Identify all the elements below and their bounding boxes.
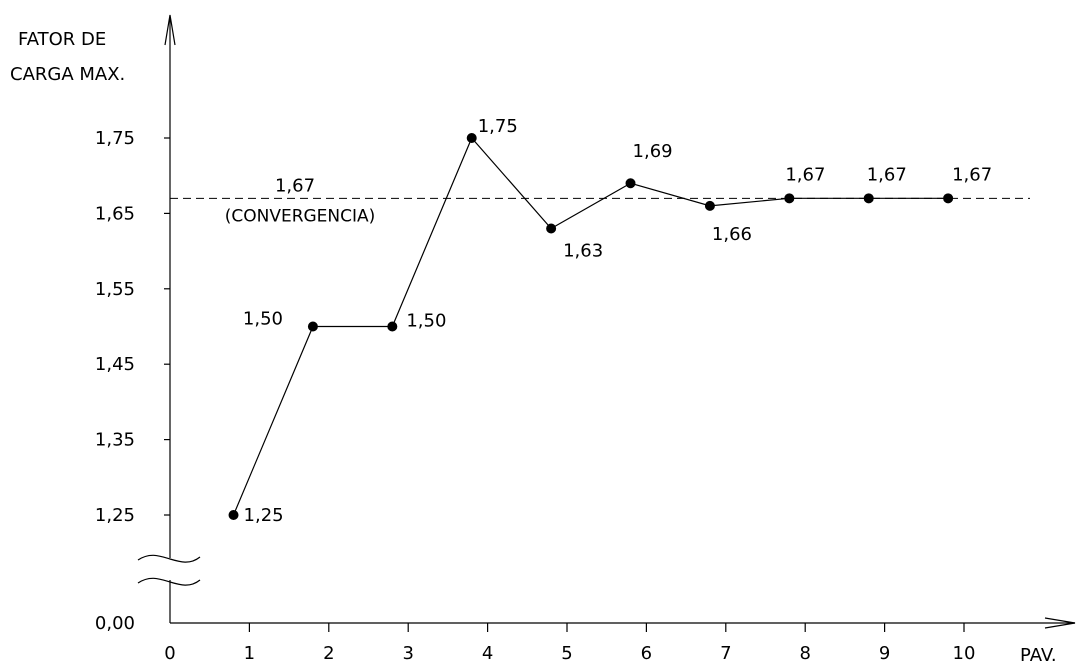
x-tick-label: 1 — [244, 643, 255, 661]
data-point — [625, 178, 636, 189]
x-axis-arrow — [1044, 617, 1076, 629]
series-line — [232, 136, 949, 516]
data-point — [228, 510, 239, 520]
y-tick-label: 1,65 — [95, 203, 135, 224]
x-tick-label: 8 — [799, 643, 810, 661]
axes: 0,00 1,25 1,35 1,45 1,55 1,65 1,75 0 1 2 3 4 5 6 7 8 9 10 — [95, 14, 1076, 661]
data-point — [863, 193, 874, 204]
x-tick-label: 7 — [720, 643, 731, 661]
reference-line-sublabel: (CONVERGENCIA) — [225, 206, 376, 226]
y-tick-label: 1,35 — [95, 430, 135, 451]
data-label: 1,67 — [952, 164, 992, 185]
x-tick-label: 2 — [323, 643, 334, 661]
data-label: 1,50 — [406, 311, 446, 332]
data-label: 1,63 — [563, 240, 603, 261]
data-point — [546, 223, 557, 234]
y-axis-title-line-2: CARGA MAX. — [10, 64, 125, 85]
data-label: 1,69 — [633, 141, 673, 162]
y-tick-label: 1,75 — [95, 128, 135, 149]
x-tick-label: 4 — [482, 643, 493, 661]
data-label: 1,67 — [867, 164, 907, 185]
data-point — [466, 133, 477, 143]
x-tick-label: 9 — [879, 643, 890, 661]
axis-break-mark-upper — [137, 554, 201, 563]
axis-break-mark-lower — [137, 577, 201, 586]
y-tick-label: 0,00 — [95, 613, 135, 634]
data-point — [387, 321, 398, 332]
data-point — [943, 193, 954, 204]
x-tick-label: 0 — [164, 643, 175, 661]
y-axis-arrow — [164, 14, 176, 46]
y-tick-label: 1,55 — [95, 279, 135, 300]
x-tick-label: 10 — [953, 643, 976, 661]
axis-break-gap — [169, 558, 173, 580]
data-label: 1,75 — [478, 116, 518, 137]
x-tick-label: 5 — [561, 643, 572, 661]
data-label: 1,50 — [243, 309, 283, 330]
data-point — [307, 321, 318, 332]
series-group: 1,25 1,50 1,50 1,75 1,63 1,69 1,66 1,67 1,67 1,67 — [228, 116, 992, 526]
x-axis-title: PAV. — [1020, 645, 1057, 661]
x-tick-label: 6 — [641, 643, 652, 661]
y-axis-title-line-1: FATOR DE — [18, 29, 106, 50]
data-point — [704, 200, 715, 211]
reference-line-label: 1,67 — [275, 175, 315, 196]
data-point — [784, 193, 795, 204]
data-label: 1,25 — [244, 505, 284, 526]
y-tick-label: 1,25 — [95, 505, 135, 526]
y-tick-label: 1,45 — [95, 354, 135, 375]
data-label: 1,67 — [785, 164, 825, 185]
data-label: 1,66 — [712, 224, 752, 245]
x-tick-label: 3 — [402, 643, 413, 661]
